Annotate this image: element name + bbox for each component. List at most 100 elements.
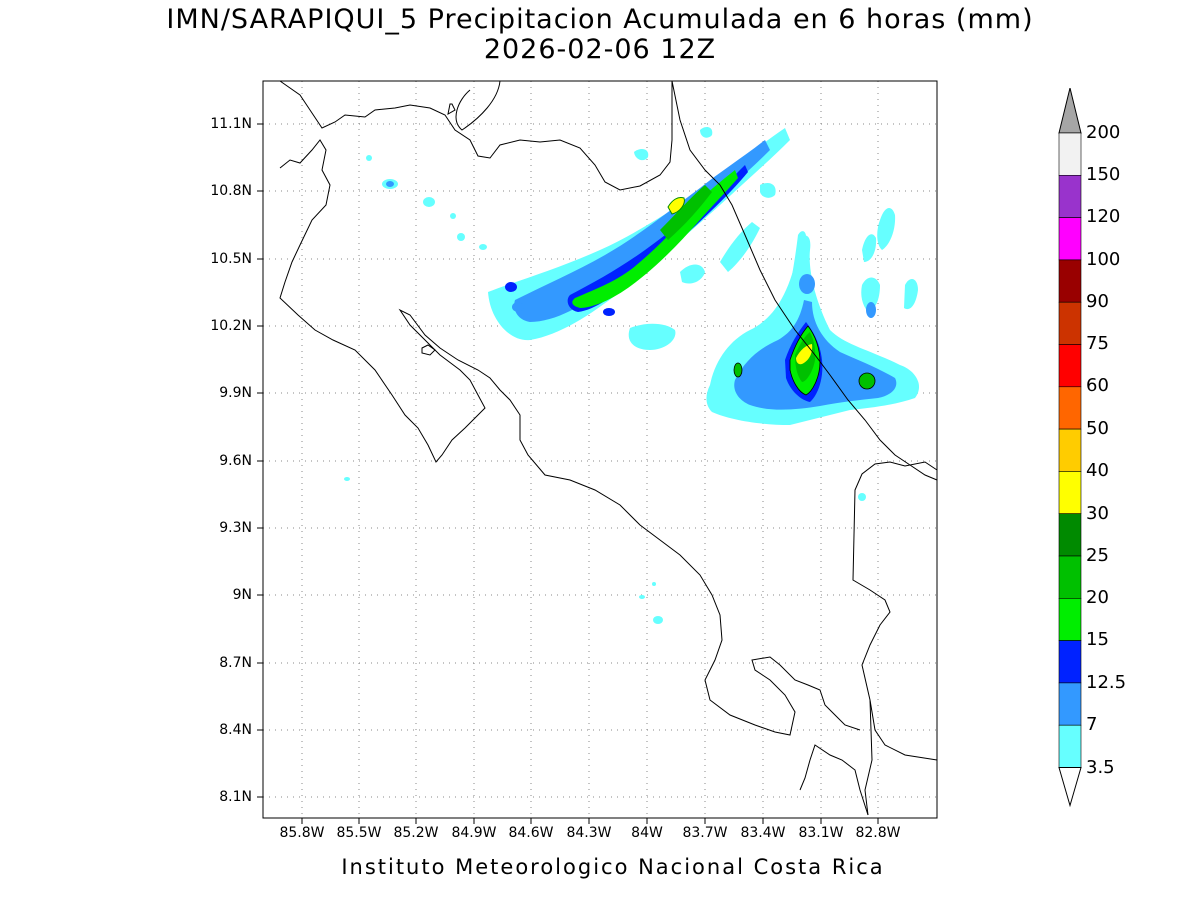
colorbar-label: 25	[1086, 545, 1109, 566]
border-costa-rica-panama	[852, 461, 938, 816]
lon-label: 83.4W	[740, 825, 786, 841]
lat-label: 9N	[232, 587, 252, 603]
colorbar-box	[1058, 386, 1082, 430]
lat-label: 9.3N	[219, 520, 252, 536]
precip-east-blob-small	[733, 362, 743, 378]
colorbar-box	[1058, 344, 1082, 388]
precip-cell	[720, 222, 760, 272]
colorbar-max-arrow	[1058, 88, 1082, 134]
precip-cell	[904, 278, 918, 310]
colorbar-label: 20	[1086, 587, 1109, 608]
precip-cell	[785, 231, 807, 310]
lat-label: 11.1N	[210, 116, 252, 132]
lon-label: 82.8W	[855, 825, 901, 841]
precip-cell	[858, 493, 866, 501]
colorbar-min-arrow	[1058, 767, 1082, 808]
coast-south-panama	[799, 744, 869, 816]
colorbar-label: 150	[1086, 164, 1121, 185]
colorbar-label: 75	[1086, 333, 1109, 354]
coast-nicaragua-lake	[455, 80, 501, 131]
precip-cell	[505, 282, 517, 292]
colorbar-box	[1058, 513, 1082, 557]
colorbar-label: 40	[1086, 460, 1109, 481]
precip-band-north-20	[660, 185, 712, 240]
lat-label: 10.2N	[210, 318, 252, 334]
lon-label: 84.9W	[451, 825, 497, 841]
colorbar-box	[1058, 555, 1082, 599]
lon-label: 84.6W	[508, 825, 554, 841]
precip-cell	[634, 149, 649, 161]
precip-cell	[877, 208, 896, 250]
precip-cell	[512, 302, 524, 312]
precip-cell	[862, 234, 877, 262]
precip-cell	[760, 183, 776, 198]
lon-label: 85.2W	[393, 825, 439, 841]
coast-north-nicaragua	[279, 80, 673, 191]
colorbar	[1058, 88, 1082, 808]
coast-guanacaste	[279, 139, 861, 736]
precip-cell	[639, 595, 645, 599]
colorbar-box	[1058, 724, 1082, 768]
lat-label: 9.6N	[219, 453, 252, 469]
precip-cell	[479, 244, 487, 250]
lon-label: 85.8W	[279, 825, 325, 841]
precip-cell	[700, 127, 713, 138]
coast-caribbean	[671, 80, 938, 481]
lat-label: 9.9N	[219, 385, 252, 401]
lat-label: 8.1N	[219, 789, 252, 805]
precipitation-field	[344, 127, 920, 624]
colorbar-label: 100	[1086, 249, 1121, 270]
lon-label: 84W	[631, 825, 663, 841]
lat-label: 10.5N	[210, 251, 252, 267]
colorbar-box	[1058, 428, 1082, 472]
colorbar-box	[1058, 132, 1082, 176]
colorbar-label: 15	[1086, 629, 1109, 650]
precip-core-north-outline	[667, 197, 685, 215]
colorbar-label: 12.5	[1086, 672, 1127, 693]
colorbar-label: 30	[1086, 503, 1109, 524]
precip-cell	[866, 302, 876, 318]
lat-label: 8.4N	[219, 722, 252, 738]
coast-island	[447, 103, 456, 115]
colorbar-box	[1058, 597, 1082, 641]
precip-cell	[457, 233, 465, 241]
colorbar-box	[1058, 175, 1082, 218]
map-title: IMN/SARAPIQUI_5 Precipitacion Acumulada …	[166, 4, 1034, 35]
precip-cell	[799, 274, 815, 294]
colorbar-box	[1058, 640, 1082, 684]
precip-cell	[344, 477, 350, 481]
precip-band-north-7	[514, 140, 770, 322]
precip-cell	[653, 616, 663, 624]
precip-east-core-yellow	[796, 344, 813, 365]
lon-label: 83.7W	[682, 825, 728, 841]
colorbar-label: 200	[1086, 122, 1121, 143]
colorbar-label: 120	[1086, 206, 1121, 227]
lon-label: 83.1W	[798, 825, 844, 841]
colorbar-box	[1058, 301, 1082, 345]
colorbar-box	[1058, 682, 1082, 726]
precip-cell	[450, 213, 456, 219]
map-date: 2026-02-06 12Z	[483, 34, 717, 65]
grid-lines	[263, 81, 937, 818]
precip-cell	[603, 308, 615, 316]
lon-label: 84.3W	[566, 825, 612, 841]
colorbar-boxes	[1058, 88, 1082, 808]
lat-label: 10.8N	[210, 183, 252, 199]
colorbar-label: 3.5	[1086, 757, 1115, 778]
precip-cell	[386, 181, 394, 187]
coastline	[279, 80, 938, 816]
precip-east-blob-core	[858, 372, 876, 390]
precip-cell	[628, 323, 676, 350]
precip-cell	[652, 582, 656, 586]
precip-cell	[423, 197, 435, 207]
colorbar-box	[1058, 259, 1082, 303]
colorbar-label: 90	[1086, 291, 1109, 312]
colorbar-label: 50	[1086, 418, 1109, 439]
colorbar-label: 60	[1086, 375, 1109, 396]
lon-label: 85.5W	[336, 825, 382, 841]
colorbar-box	[1058, 471, 1082, 514]
coast-panama-bay	[869, 699, 938, 761]
axis-ticks	[257, 123, 879, 824]
colorbar-label: 7	[1086, 714, 1098, 735]
